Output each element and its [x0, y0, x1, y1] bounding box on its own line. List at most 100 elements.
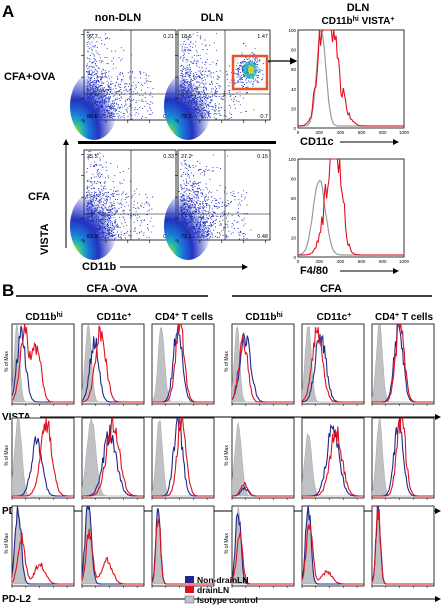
histogram-r3-c2 — [81, 505, 145, 588]
panel-b-column-headers: CD11bhi CD11c+ CD4+ T cells CD11bhi CD11c+ CD… — [25, 312, 433, 323]
dot-plot-2: 18.6 1.47 79.2 0.7 — [164, 29, 271, 140]
hist-y-tick: 40 — [291, 216, 297, 221]
histogram-r1-c4: % of Max — [224, 323, 295, 406]
histogram-r2-c4: % of Max — [224, 417, 295, 500]
drainln-curve — [231, 334, 294, 403]
row-label-3: PD-L2 — [2, 594, 31, 605]
quadrant-tl: 92.7 — [87, 34, 98, 40]
quadrant-bl: 72.1 — [181, 234, 192, 240]
histogram-r2-c2 — [81, 417, 145, 500]
hist-y-tick: 0 — [293, 126, 296, 131]
col-header-3: CD4+ T cells — [155, 312, 213, 323]
histogram-r2-c5 — [301, 417, 365, 500]
col-header-1: CD11bhi — [25, 312, 62, 323]
quadrant-bl: 63.9 — [87, 234, 98, 240]
col-header-sup: + — [347, 312, 351, 319]
col-header-sup: + — [175, 312, 179, 319]
hist-x-tick: 1000 — [399, 130, 410, 135]
hist-x-tick: 400 — [337, 130, 345, 135]
quadrant-tl: 18.6 — [181, 34, 192, 40]
a-y-axis-label: VISTA — [39, 223, 51, 255]
hist-header-dln: DLN — [347, 2, 370, 14]
col-header-tail: T cells — [179, 312, 213, 323]
dot-plot-4: 27.2 0.15 72.1 0.48 — [164, 149, 271, 260]
quadrant-tr: 0.33 — [163, 154, 174, 160]
group-separator-bar — [78, 141, 276, 144]
drainln-curve — [302, 426, 364, 497]
drainln-curve — [301, 327, 364, 403]
histogram-r3-c4: % of Max — [224, 505, 295, 588]
drainln-curve — [152, 417, 214, 497]
a-x-axis-label: CD11b — [82, 261, 117, 273]
hist-x-tick: 1000 — [399, 259, 410, 264]
hist-x-tick: 200 — [315, 259, 323, 264]
group-label-cfa-ova: CFA -OVA — [86, 283, 137, 295]
drainln-curve — [151, 519, 214, 585]
legend-label-isotype: Isotype control — [197, 595, 258, 605]
drainln-curve — [152, 323, 214, 403]
drainln-curve — [81, 325, 144, 403]
histogram-r1-c3 — [151, 323, 215, 406]
col-header-main: CD11b — [25, 312, 56, 323]
hist-x-tick: 800 — [379, 130, 387, 135]
col-header-sup: hi — [56, 312, 62, 319]
legend-swatch-non-drainln — [185, 576, 194, 583]
hist-y-tick: 0 — [293, 255, 296, 260]
col-header-main: CD4 — [375, 312, 395, 323]
col-header-2: CD11c+ — [97, 312, 132, 323]
drainln-curve — [11, 532, 74, 585]
hist-y-tick: 40 — [291, 87, 297, 92]
legend-swatch-drainln — [185, 586, 194, 593]
y-axis-label: % of Max — [4, 445, 10, 466]
histogram-r1-c1: % of Max — [4, 323, 75, 406]
hist-x-tick: 0 — [297, 130, 300, 135]
hist-x-tick: 600 — [358, 130, 366, 135]
drainln-curve — [371, 508, 434, 585]
dln-curve — [298, 29, 404, 127]
col-header-main: CD4 — [155, 312, 175, 323]
legend-label-drainln: drainLN — [197, 585, 229, 595]
drainln-curve — [81, 528, 144, 585]
histogram-r1-c6 — [371, 323, 435, 406]
histogram-r2-c6 — [371, 417, 435, 500]
col-header-non-dln: non-DLN — [95, 12, 141, 24]
hist-frame — [297, 158, 405, 258]
gated-population-core — [248, 66, 254, 74]
histogram-r3-c5 — [301, 505, 365, 588]
y-axis-label: % of Max — [224, 533, 230, 554]
hist-y-tick: 80 — [291, 177, 297, 182]
quadrant-tr: 0.15 — [257, 154, 268, 160]
row-label-1: VISTA — [2, 412, 31, 423]
dense-core — [164, 192, 212, 260]
y-axis-label: % of Max — [4, 351, 10, 372]
row-label-cfa-ova: CFA+OVA — [4, 71, 56, 83]
histogram-r1-c5 — [301, 323, 365, 406]
col-header-sup: hi — [276, 312, 282, 319]
drainln-curve — [231, 532, 294, 585]
quadrant-br: 0.48 — [257, 234, 268, 240]
hist-header-population: CD11bhi VISTA+ — [322, 16, 395, 27]
dln-curve — [298, 158, 404, 256]
hist-y-tick: 80 — [291, 48, 297, 53]
col-header-main: CD11c — [317, 312, 348, 323]
quadrant-tl: 27.2 — [181, 154, 192, 160]
col-header-tail: T cells — [399, 312, 433, 323]
legend-swatch-isotype — [184, 595, 195, 604]
dot-plots: 92.70.2186.80.3118.61.4779.20.735.50.336… — [70, 29, 271, 260]
quadrant-br: 0.7 — [260, 114, 268, 120]
hist-y-tick: 20 — [291, 106, 297, 111]
group-label-cfa: CFA — [320, 283, 342, 295]
drainln-curve — [82, 417, 144, 497]
hist-y-tick: 60 — [291, 67, 297, 72]
hist-y-tick: 100 — [288, 28, 296, 33]
panel-b-histogram-grid: % of Max % of Max VISTA % of Max % of Max PD-… — [2, 323, 441, 605]
drainln-curve — [231, 481, 294, 497]
histogram-r3-c1: % of Max — [4, 505, 75, 588]
quadrant-bl: 79.2 — [181, 114, 192, 120]
drainln-curve — [301, 523, 364, 585]
